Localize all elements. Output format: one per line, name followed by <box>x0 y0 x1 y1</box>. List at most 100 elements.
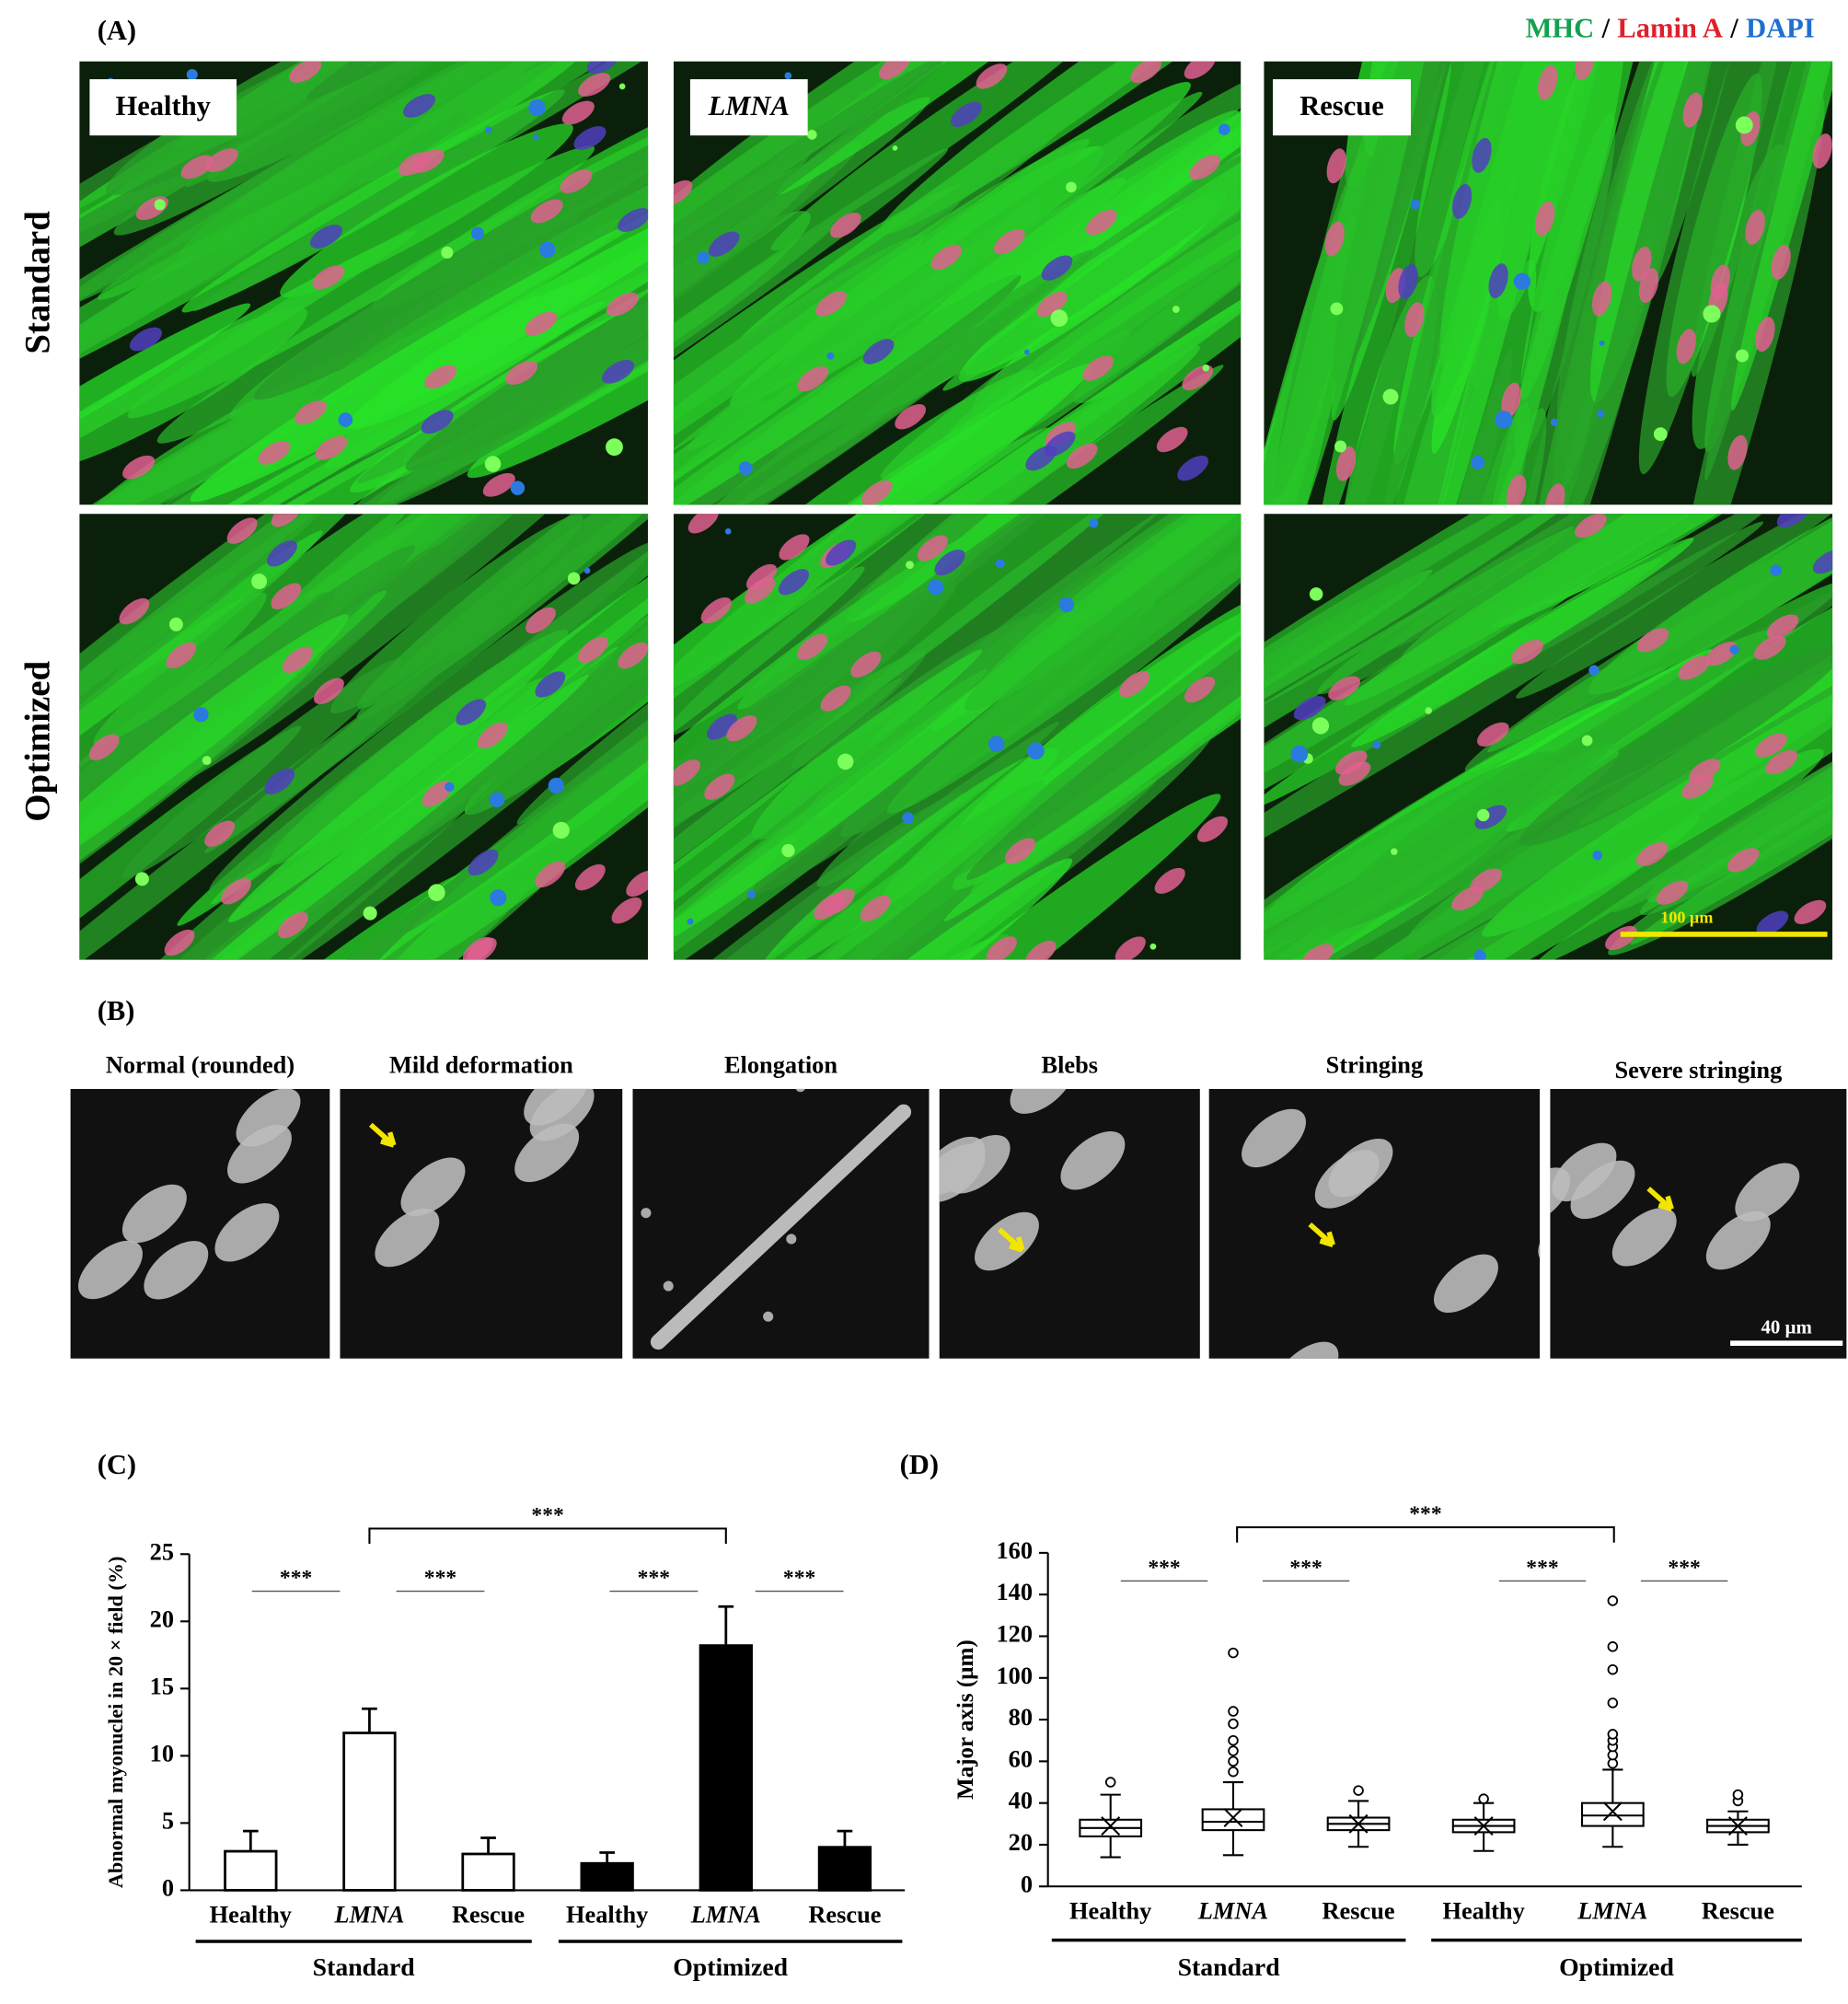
myotube <box>280 123 573 298</box>
debris <box>1410 199 1421 210</box>
nucleus-shape <box>1010 1088 1075 1114</box>
nucleus <box>1301 944 1334 960</box>
debris <box>528 98 546 117</box>
nucleus <box>673 180 693 206</box>
nucleus <box>602 359 635 384</box>
debris <box>489 792 505 808</box>
debris <box>1729 644 1739 654</box>
nucleus <box>535 861 566 888</box>
myotube <box>167 674 589 960</box>
nucleus <box>1184 61 1216 79</box>
nucleus <box>1025 940 1057 960</box>
debris <box>928 579 944 596</box>
debris <box>1089 518 1099 528</box>
x-tick-label: Healthy <box>566 1902 648 1929</box>
myotube <box>467 191 649 479</box>
bar <box>580 1861 634 1892</box>
nucleus-shape <box>1314 1150 1380 1209</box>
nucleus <box>986 936 1018 960</box>
myotube <box>687 793 1221 960</box>
nucleus <box>1776 514 1809 528</box>
nucleus <box>122 455 156 480</box>
myotube <box>673 363 1093 505</box>
nucleus <box>1476 722 1509 747</box>
nucleus <box>917 535 949 562</box>
nucleus-image <box>1550 1088 1847 1359</box>
y-tick-label: 140 <box>996 1579 1033 1605</box>
nucleus-image <box>939 1088 1200 1359</box>
debris <box>363 906 377 921</box>
nucleus <box>1154 867 1185 894</box>
y-tick-label: 160 <box>996 1537 1033 1564</box>
nucleus <box>1335 446 1357 481</box>
y-tick-label: 0 <box>162 1874 174 1901</box>
nucleus <box>687 514 719 534</box>
nucleus-shape <box>795 1088 806 1093</box>
nucleus-image <box>70 1088 330 1359</box>
nucleus <box>930 244 963 271</box>
debris <box>1588 665 1600 676</box>
myotube <box>673 91 1203 500</box>
separator: / <box>1729 12 1738 43</box>
debris <box>806 130 817 140</box>
stain-name: DAPI <box>1746 12 1815 43</box>
debris <box>1391 848 1398 855</box>
nucleus <box>1189 154 1221 180</box>
outlier <box>1228 1734 1239 1746</box>
x-tick-label: Healthy <box>1442 1897 1524 1924</box>
nucleus <box>1025 445 1057 471</box>
myotube <box>1316 61 1451 505</box>
y-tick-label: 80 <box>1009 1704 1033 1731</box>
nucleus <box>1794 899 1827 924</box>
myotube <box>791 514 1240 769</box>
myotube <box>1630 652 1833 945</box>
debris <box>154 199 166 211</box>
nucleus-shape <box>1434 1254 1498 1314</box>
debris <box>784 72 792 80</box>
bar <box>699 1644 753 1892</box>
nucleus <box>1115 936 1146 960</box>
myotube <box>228 525 649 923</box>
myotube <box>879 61 1242 236</box>
micrograph <box>1264 514 1833 960</box>
myotube <box>405 174 649 471</box>
nucleus <box>1755 317 1775 353</box>
nucleus <box>1488 263 1508 299</box>
nucleus <box>1177 455 1209 481</box>
nucleus <box>164 929 195 956</box>
nucleus-shape <box>1550 1167 1571 1226</box>
nucleus <box>1638 268 1659 304</box>
outlier <box>1104 1777 1116 1788</box>
nucleus <box>205 148 238 172</box>
myotube <box>383 550 649 960</box>
debris <box>485 126 492 133</box>
myotube <box>673 211 811 401</box>
phenotype-title: Severe stringing <box>1614 1057 1782 1083</box>
nucleus <box>1676 329 1696 365</box>
debris <box>738 461 753 476</box>
debris <box>445 782 455 793</box>
nucleus <box>1656 880 1689 905</box>
nucleus <box>1184 677 1216 703</box>
label-box <box>689 79 808 136</box>
debris <box>1334 440 1346 453</box>
nucleus <box>1812 133 1832 169</box>
mean-marker <box>1473 1816 1494 1836</box>
micrograph <box>673 514 1242 960</box>
nucleus <box>1451 183 1473 219</box>
myotube <box>1264 526 1575 892</box>
nucleus <box>1705 642 1738 666</box>
outlier <box>1228 1647 1239 1659</box>
debris <box>1023 349 1030 355</box>
significance: *** <box>531 1503 563 1527</box>
nucleus-shape <box>400 1157 466 1216</box>
nucleus <box>1766 614 1799 639</box>
nucleus-shape <box>1611 1208 1677 1267</box>
myotube <box>79 514 383 840</box>
myotube <box>1535 605 1833 960</box>
significance: *** <box>1289 1556 1322 1580</box>
nucleus-shape <box>236 1088 301 1147</box>
significance: *** <box>424 1566 456 1590</box>
nucleus <box>1474 805 1507 829</box>
